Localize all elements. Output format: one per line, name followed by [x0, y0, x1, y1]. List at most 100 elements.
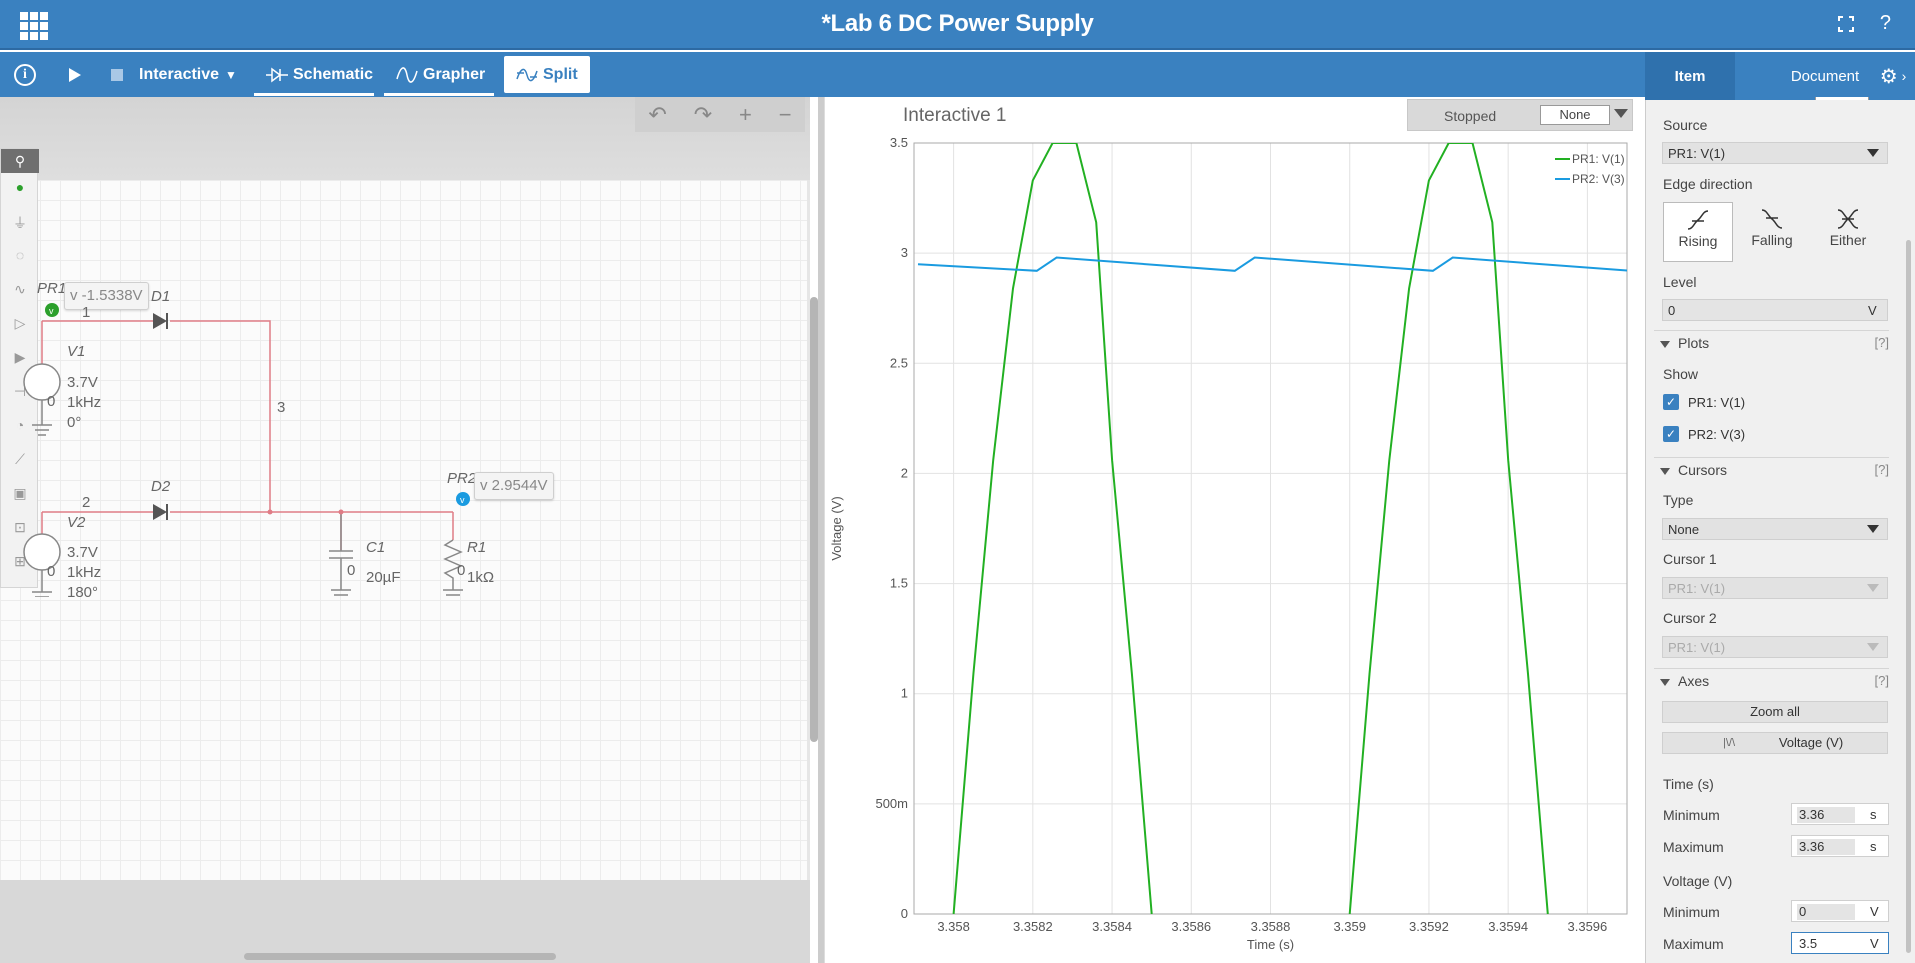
- probe-icon[interactable]: ●: [15, 179, 25, 195]
- voltage-time-chart[interactable]: 0 500m 1 1.5 2 2.5 3 3.5 3.358 3.3582 3.3584 3.3586…: [825, 97, 1646, 963]
- help-link[interactable]: [?]: [1874, 335, 1889, 350]
- mode-dropdown[interactable]: Interactive ▼: [139, 52, 237, 97]
- cursor1-select: PR1: V(1): [1662, 577, 1888, 599]
- digital-icon[interactable]: ▣: [13, 485, 27, 501]
- time-min-input[interactable]: 3.36 s: [1791, 803, 1889, 825]
- edge-falling-button[interactable]: Falling: [1737, 202, 1807, 262]
- meter-icon[interactable]: ◔: [15, 417, 25, 433]
- time-axis-label: Time (s): [1663, 776, 1714, 792]
- split-divider[interactable]: [818, 97, 824, 963]
- opamp-icon[interactable]: ▷: [14, 315, 26, 331]
- stop-icon: [111, 68, 123, 81]
- level-input[interactable]: 0: [1662, 299, 1888, 321]
- switch-icon[interactable]: ⟋: [15, 451, 25, 467]
- tab-split[interactable]: Split: [504, 56, 590, 93]
- redo-icon[interactable]: ↷: [693, 101, 713, 127]
- cursor2-select: PR1: V(1): [1662, 636, 1888, 658]
- chevron-down-icon: [1867, 584, 1879, 592]
- tab-underline: [384, 93, 494, 96]
- v2-frequency: 1kHz: [67, 564, 102, 581]
- play-button[interactable]: [68, 52, 82, 97]
- status-text: Stopped: [1444, 108, 1497, 124]
- capacitor-c1-symbol: [329, 512, 353, 596]
- x-axis-label: Time (s): [1247, 937, 1294, 952]
- edge-direction-label: Edge direction: [1663, 176, 1753, 192]
- resistor-icon[interactable]: ∿: [14, 281, 26, 297]
- misc-icon[interactable]: ⊞: [14, 553, 26, 569]
- schematic-footer-area: [0, 880, 810, 963]
- y-axis-label: Voltage (V): [829, 496, 844, 560]
- undo-icon[interactable]: ↶: [648, 101, 667, 127]
- axes-section-header[interactable]: Axes [?]: [1654, 668, 1889, 692]
- info-button[interactable]: i: [14, 52, 40, 97]
- v2-phase: 180°: [67, 584, 99, 601]
- ac-source-icon[interactable]: ◌: [15, 247, 25, 263]
- graph-title: Interactive 1: [903, 105, 1007, 126]
- help-link[interactable]: [?]: [1874, 462, 1889, 477]
- diode-icon[interactable]: ▶: [14, 349, 26, 365]
- level-label: Level: [1663, 274, 1697, 290]
- document-title: *Lab 6 DC Power Supply: [821, 10, 1094, 37]
- voltage-axis-button[interactable]: |\/\ Voltage (V): [1662, 732, 1888, 754]
- cursor-type-select[interactable]: None: [1662, 518, 1888, 540]
- search-icon[interactable]: ⚲: [1, 149, 39, 173]
- tab-grapher[interactable]: Grapher: [384, 56, 497, 93]
- schematic-pane[interactable]: ↶ ↷ + −: [0, 97, 810, 963]
- cursors-section-header[interactable]: Cursors [?]: [1654, 457, 1889, 481]
- status-select[interactable]: None: [1540, 105, 1610, 125]
- x-tick-label: 3.3584: [1092, 919, 1132, 934]
- zoom-out-icon[interactable]: −: [778, 101, 792, 127]
- edge-rising-button[interactable]: Rising: [1663, 202, 1733, 262]
- tab-schematic[interactable]: Schematic: [254, 56, 385, 93]
- stop-button[interactable]: [110, 52, 124, 97]
- grapher-pane[interactable]: Interactive 1 Stopped None 0 500m 1 1.5 2 2.5…: [824, 97, 1645, 963]
- r1-value: 1kΩ: [467, 569, 495, 586]
- chevron-down-icon: ▼: [225, 67, 237, 82]
- show-label: Show: [1663, 366, 1699, 382]
- y-tick-label: 3.5: [890, 135, 908, 150]
- x-tick-label: 3.3594: [1488, 919, 1528, 934]
- probe-pr2-marker: [456, 492, 470, 506]
- x-tick-label: 3.3588: [1251, 919, 1291, 934]
- help-link[interactable]: [?]: [1874, 673, 1889, 688]
- ground-icon[interactable]: ⏚: [13, 215, 27, 231]
- time-max-input[interactable]: 3.36 s: [1791, 835, 1889, 857]
- v1-frequency: 1kHz: [67, 394, 102, 411]
- x-tick-label: 3.359: [1333, 919, 1366, 934]
- c1-value: 20µF: [366, 569, 401, 586]
- probe-pr1-reading[interactable]: v -1.5338V: [64, 282, 149, 310]
- properties-scrollbar[interactable]: [1906, 240, 1911, 953]
- properties-panel: Source PR1: V(1) Edge direction Rising F…: [1645, 100, 1915, 963]
- volt-max-input[interactable]: 3.5 V: [1791, 932, 1889, 954]
- chevron-down-icon[interactable]: [1614, 109, 1628, 118]
- wave-icon: [396, 66, 418, 83]
- source-select[interactable]: PR1: V(1): [1662, 142, 1888, 164]
- v1-phase: 0°: [67, 414, 82, 431]
- zoom-in-icon[interactable]: +: [738, 101, 752, 127]
- probe-pr2-reading[interactable]: v 2.9544V: [474, 472, 554, 500]
- tab-document[interactable]: Document: [1790, 67, 1860, 85]
- source-label: Source: [1663, 117, 1708, 133]
- play-icon: [69, 67, 81, 82]
- info-icon: i: [14, 63, 36, 86]
- fullscreen-icon[interactable]: [1837, 15, 1855, 33]
- plots-section-header[interactable]: Plots [?]: [1654, 330, 1889, 354]
- zoom-all-button[interactable]: Zoom all: [1662, 701, 1888, 723]
- show-pr1-checkbox[interactable]: ✓: [1663, 394, 1679, 410]
- ic-icon[interactable]: ⊡: [14, 519, 26, 535]
- edge-either-button[interactable]: Either: [1813, 202, 1883, 262]
- show-pr2-checkbox[interactable]: ✓: [1663, 426, 1679, 442]
- settings-gear-icon[interactable]: ⚙ ›: [1879, 65, 1907, 88]
- schematic-canvas[interactable]: [0, 180, 807, 880]
- schematic-horizontal-scrollbar[interactable]: [244, 953, 556, 960]
- rising-edge-icon: [1687, 210, 1709, 230]
- tab-item[interactable]: Item: [1645, 52, 1735, 100]
- volt-max-label: Maximum: [1663, 936, 1724, 952]
- transistor-icon[interactable]: ⊣: [13, 383, 27, 399]
- either-edge-icon: [1837, 209, 1859, 229]
- v2-voltage: 3.7V: [67, 544, 98, 561]
- schematic-vertical-scrollbar[interactable]: [810, 297, 818, 742]
- apps-grid-icon[interactable]: [20, 12, 48, 40]
- help-icon[interactable]: ?: [1879, 12, 1891, 34]
